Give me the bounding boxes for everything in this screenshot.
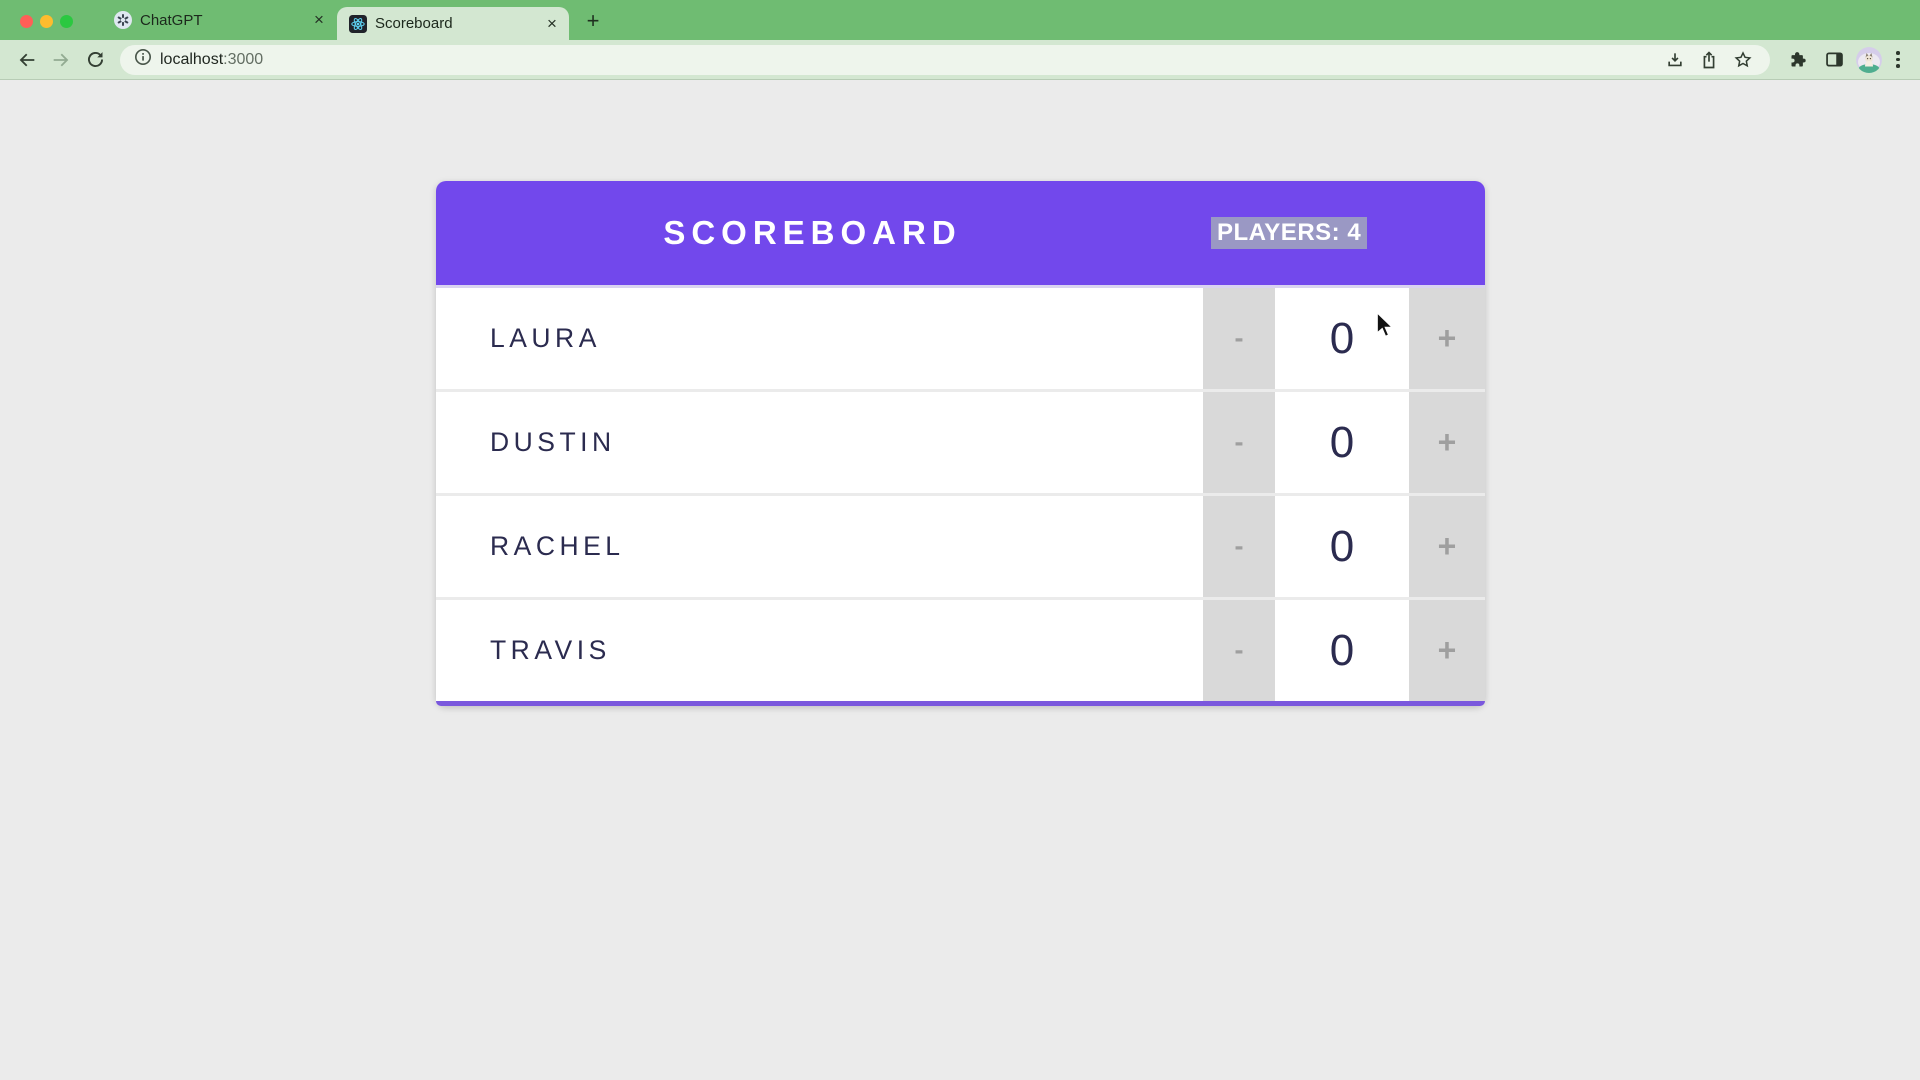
player-name: TRAVIS	[436, 600, 1203, 701]
menu-icon[interactable]	[1886, 46, 1910, 74]
openai-icon	[114, 11, 132, 29]
extensions-icon[interactable]	[1784, 46, 1812, 74]
player-row: LAURA - 0 +	[436, 288, 1485, 389]
player-row: DUSTIN - 0 +	[436, 392, 1485, 493]
url-text[interactable]: localhost:3000	[160, 51, 263, 69]
forward-icon[interactable]	[47, 46, 75, 74]
decrement-button[interactable]: -	[1203, 600, 1275, 701]
decrement-button[interactable]: -	[1203, 496, 1275, 597]
window-controls	[20, 15, 73, 28]
new-tab-button[interactable]: +	[586, 8, 600, 33]
url-host: localhost	[160, 50, 224, 68]
header-divider	[436, 285, 1485, 288]
side-panel-icon[interactable]	[1820, 46, 1848, 74]
player-name: DUSTIN	[436, 392, 1203, 493]
share-icon[interactable]	[1696, 47, 1722, 73]
player-score: 0	[1275, 600, 1409, 701]
page-content: SCOREBOARD PLAYERS: 4 LAURA - 0 + DUSTIN…	[0, 80, 1920, 1079]
player-score: 0	[1275, 392, 1409, 493]
window-minimize-button[interactable]	[40, 15, 53, 28]
player-name: LAURA	[436, 288, 1203, 389]
download-icon[interactable]	[1662, 47, 1688, 73]
players-count-box: PLAYERS: 4	[1189, 217, 1485, 249]
players-count-label[interactable]: PLAYERS: 4	[1211, 217, 1368, 249]
toolbar-right-group	[1780, 46, 1910, 74]
tab-close-icon[interactable]: ×	[314, 10, 324, 29]
window-zoom-button[interactable]	[60, 15, 73, 28]
player-name: RACHEL	[436, 496, 1203, 597]
increment-button[interactable]: +	[1409, 600, 1485, 701]
url-port: :3000	[223, 50, 264, 68]
browser-toolbar: localhost:3000	[0, 40, 1920, 80]
window-close-button[interactable]	[20, 15, 33, 28]
increment-button[interactable]: +	[1409, 392, 1485, 493]
scoreboard-header: SCOREBOARD PLAYERS: 4	[436, 181, 1485, 285]
card-bottom-border	[436, 701, 1485, 706]
increment-button[interactable]: +	[1409, 496, 1485, 597]
decrement-button[interactable]: -	[1203, 288, 1275, 389]
tab-title: Scoreboard	[375, 15, 453, 32]
player-row: TRAVIS - 0 +	[436, 600, 1485, 701]
tab-scoreboard[interactable]: Scoreboard ×	[337, 7, 569, 40]
player-score: 0	[1275, 496, 1409, 597]
increment-button[interactable]: +	[1409, 288, 1485, 389]
reload-icon[interactable]	[81, 46, 109, 74]
decrement-button[interactable]: -	[1203, 392, 1275, 493]
scoreboard-card: SCOREBOARD PLAYERS: 4 LAURA - 0 + DUSTIN…	[436, 181, 1485, 706]
react-icon	[349, 14, 367, 33]
tab-chatgpt[interactable]: ChatGPT ×	[104, 0, 336, 40]
address-bar[interactable]: localhost:3000	[120, 44, 1770, 75]
site-info-icon[interactable]	[134, 48, 152, 71]
back-icon[interactable]	[13, 46, 41, 74]
tab-strip: ChatGPT × Scoreboard × +	[0, 0, 1920, 40]
player-score: 0	[1275, 288, 1409, 389]
profile-avatar[interactable]	[1856, 46, 1882, 73]
tab-close-icon[interactable]: ×	[547, 13, 557, 33]
bookmark-star-icon[interactable]	[1730, 47, 1756, 73]
page-title: SCOREBOARD	[663, 214, 962, 251]
tab-title: ChatGPT	[140, 11, 203, 29]
player-row: RACHEL - 0 +	[436, 496, 1485, 597]
